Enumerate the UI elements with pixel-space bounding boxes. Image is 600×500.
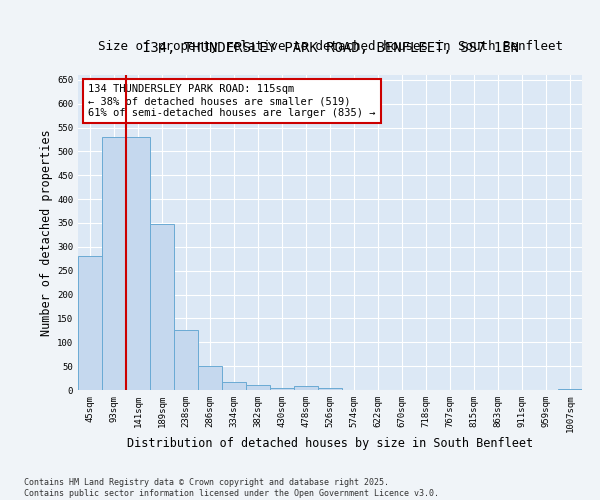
Text: 134, THUNDERSLEY PARK ROAD, BENFLEET, SS7 1EN: 134, THUNDERSLEY PARK ROAD, BENFLEET, SS… xyxy=(142,40,518,54)
Bar xyxy=(198,366,222,390)
Bar xyxy=(294,386,318,390)
Bar xyxy=(126,137,150,390)
Bar xyxy=(150,224,174,390)
Bar xyxy=(270,388,294,390)
Title: Size of property relative to detached houses in South Benfleet: Size of property relative to detached ho… xyxy=(97,40,563,53)
Bar xyxy=(246,385,270,390)
X-axis label: Distribution of detached houses by size in South Benfleet: Distribution of detached houses by size … xyxy=(127,436,533,450)
Text: Contains HM Land Registry data © Crown copyright and database right 2025.
Contai: Contains HM Land Registry data © Crown c… xyxy=(24,478,439,498)
Bar xyxy=(78,256,102,390)
Bar xyxy=(558,389,582,390)
Bar xyxy=(222,382,246,390)
Y-axis label: Number of detached properties: Number of detached properties xyxy=(40,129,53,336)
Bar xyxy=(318,388,342,390)
Text: 134 THUNDERSLEY PARK ROAD: 115sqm
← 38% of detached houses are smaller (519)
61%: 134 THUNDERSLEY PARK ROAD: 115sqm ← 38% … xyxy=(88,84,376,117)
Bar xyxy=(174,330,198,390)
Bar xyxy=(102,137,126,390)
